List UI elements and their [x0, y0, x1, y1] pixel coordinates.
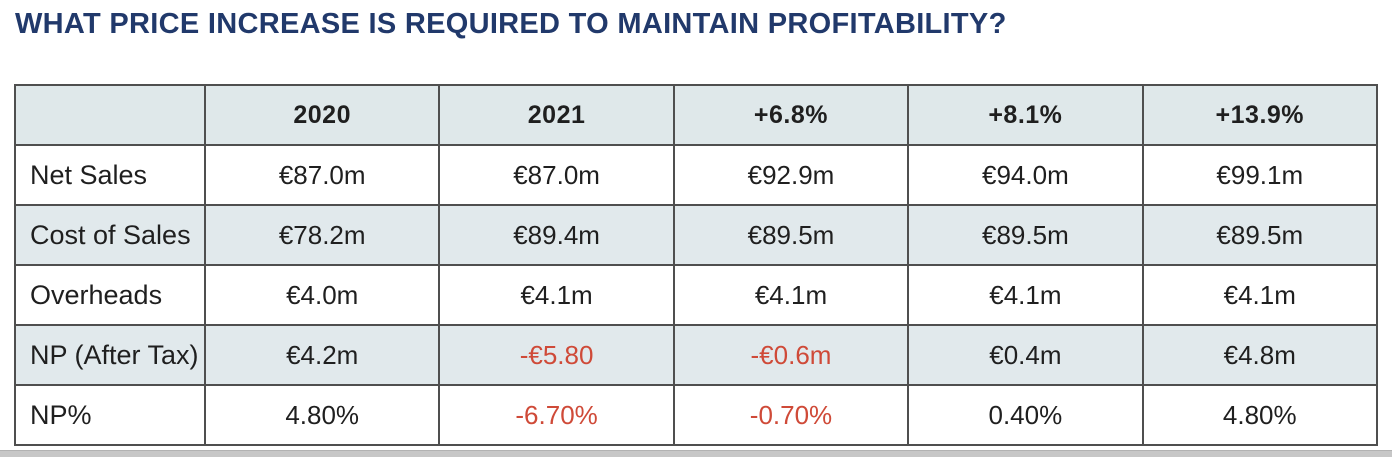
- table-cell: 4.80%: [203, 384, 441, 446]
- table-cell: €89.4m: [438, 204, 675, 266]
- column-header: +6.8%: [672, 84, 910, 146]
- table-cell: €87.0m: [438, 144, 675, 206]
- table-row: Cost of Sales €78.2m €89.4m €89.5m €89.5m €89…: [14, 204, 1379, 266]
- table-cell: €99.1m: [1141, 144, 1379, 206]
- table-cell: €89.5m: [907, 204, 1144, 266]
- table-cell: €4.8m: [1141, 324, 1379, 386]
- table-cell: €4.1m: [907, 264, 1144, 326]
- table-row: Net Sales €87.0m €87.0m €92.9m €94.0m €99.1m: [14, 144, 1379, 206]
- table-cell: €4.1m: [438, 264, 675, 326]
- table-row: NP% 4.80% -6.70% -0.70% 0.40% 4.80%: [14, 384, 1379, 446]
- table-cell: 0.40%: [907, 384, 1144, 446]
- row-label: Net Sales: [14, 144, 206, 206]
- column-header: +8.1%: [907, 84, 1144, 146]
- table-body: Net Sales €87.0m €87.0m €92.9m €94.0m €99.1m C…: [14, 144, 1379, 446]
- table-cell: €4.2m: [203, 324, 441, 386]
- table-header-row: 2020 2021 +6.8% +8.1% +13.9%: [14, 84, 1379, 146]
- row-label: Overheads: [14, 264, 206, 326]
- column-header-blank: [14, 84, 206, 146]
- column-header: 2020: [203, 84, 441, 146]
- table-cell: €89.5m: [672, 204, 910, 266]
- table-cell: €89.5m: [1141, 204, 1379, 266]
- table-cell: €87.0m: [203, 144, 441, 206]
- table-cell: -6.70%: [438, 384, 675, 446]
- column-header: +13.9%: [1141, 84, 1379, 146]
- table-row: NP (After Tax) €4.2m -€5.80 -€0.6m €0.4m €4.8…: [14, 324, 1379, 386]
- table-cell: €4.1m: [1141, 264, 1379, 326]
- table-cell: €78.2m: [203, 204, 441, 266]
- row-label: NP (After Tax): [14, 324, 206, 386]
- page-title: WHAT PRICE INCREASE IS REQUIRED TO MAINT…: [15, 8, 1007, 40]
- table-cell: €92.9m: [672, 144, 910, 206]
- table-cell: -€5.80: [438, 324, 675, 386]
- table-cell: €0.4m: [907, 324, 1144, 386]
- table-cell: -€0.6m: [672, 324, 910, 386]
- table-cell: €4.1m: [672, 264, 910, 326]
- table-cell: €4.0m: [203, 264, 441, 326]
- table-header: 2020 2021 +6.8% +8.1% +13.9%: [14, 84, 1379, 146]
- row-label: Cost of Sales: [14, 204, 206, 266]
- table-cell: 4.80%: [1141, 384, 1379, 446]
- profitability-table: 2020 2021 +6.8% +8.1% +13.9% Net Sales €87.0m…: [14, 84, 1379, 446]
- table-cell: €94.0m: [907, 144, 1144, 206]
- table-cell: -0.70%: [672, 384, 910, 446]
- column-header: 2021: [438, 84, 675, 146]
- bottom-divider: [0, 450, 1392, 457]
- table-row: Overheads €4.0m €4.1m €4.1m €4.1m €4.1m: [14, 264, 1379, 326]
- row-label: NP%: [14, 384, 206, 446]
